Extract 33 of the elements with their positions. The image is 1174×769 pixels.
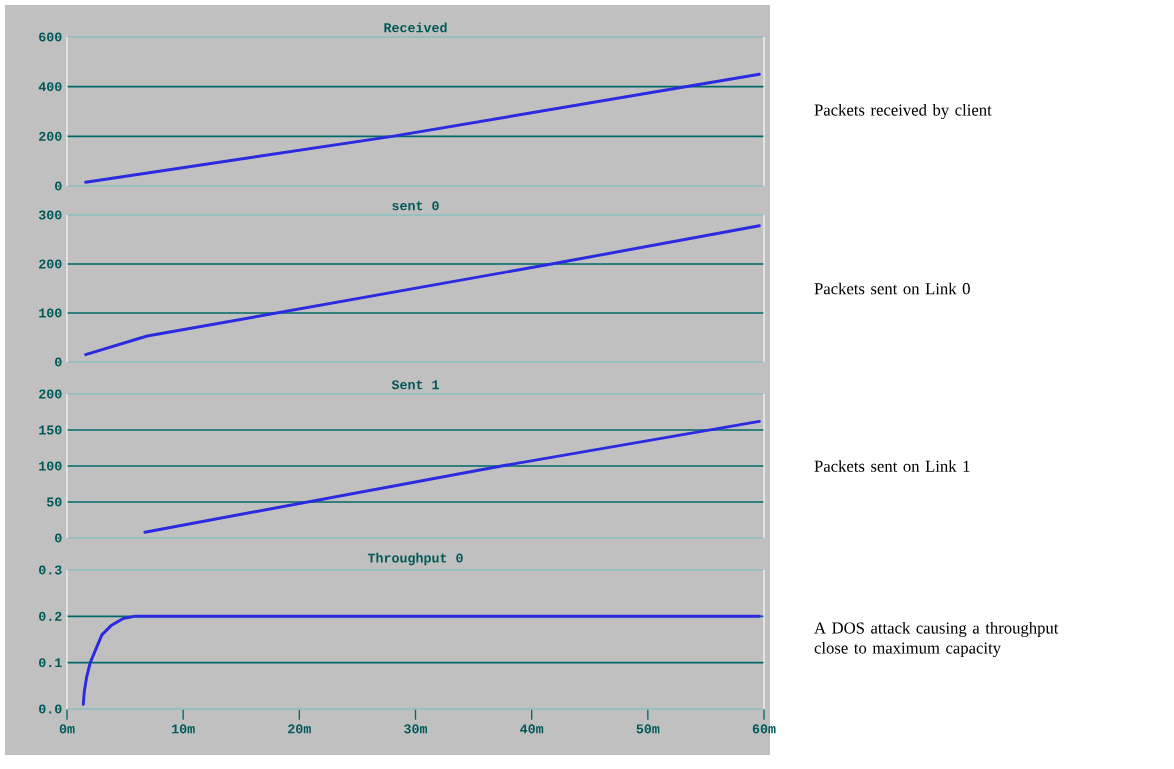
y-tick-label: 0.3 — [39, 565, 62, 575]
y-tick-label: 0.2 — [39, 611, 62, 621]
x-tick-label: 20m — [288, 724, 311, 734]
y-tick-label: 0 — [55, 357, 62, 367]
y-tick-label: 50 — [46, 497, 62, 507]
line-series — [84, 224, 761, 357]
chart-title: sent 0 — [392, 201, 439, 211]
x-tick-label: 0m — [59, 724, 75, 734]
y-tick-label: 0.1 — [39, 658, 62, 668]
x-tick-label: 60m — [752, 724, 776, 734]
y-tick-label: 600 — [39, 32, 62, 42]
x-tick-label: 10m — [172, 724, 195, 734]
y-tick-label: 400 — [38, 82, 62, 92]
y-tick-label: 200 — [39, 131, 62, 141]
y-tick-label: 0 — [55, 181, 62, 191]
x-tick-label: 30m — [404, 724, 428, 734]
x-tick-label: 40m — [520, 724, 544, 734]
y-tick-label: 200 — [39, 259, 62, 269]
text: Packets sent on Link 0 — [814, 282, 970, 295]
y-tick-label: 300 — [38, 210, 62, 220]
y-tick-label: 200 — [39, 389, 62, 399]
text: Packets sent on Link 1 — [814, 460, 970, 472]
chart-title: Throughput 0 — [367, 552, 463, 566]
chart-title: Sent 1 — [391, 380, 439, 390]
y-tick-label: 0 — [55, 533, 62, 543]
text: Packets received by client — [814, 103, 992, 120]
y-tick-label: 100 — [39, 308, 62, 318]
chart-title: Received — [384, 22, 447, 33]
y-tick-label: 0.0 — [39, 704, 62, 714]
x-tick-label: 50m — [636, 724, 660, 734]
y-tick-label: 150 — [39, 425, 62, 435]
y-tick-label: 100 — [39, 461, 62, 471]
text: A DOS attack causing a throughput close to maximum capacity — [814, 621, 1059, 658]
